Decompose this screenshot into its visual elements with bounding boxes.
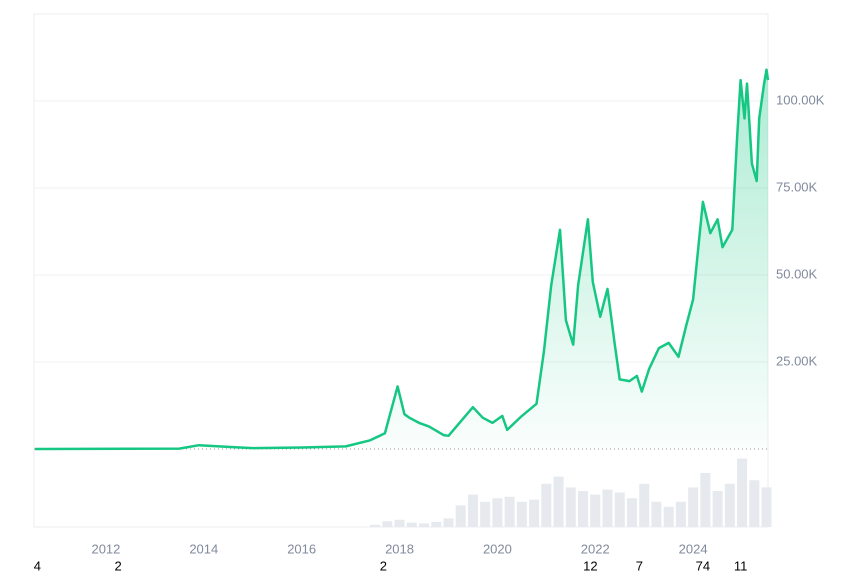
volume-bar xyxy=(724,483,735,527)
event-label: 12 xyxy=(583,558,597,573)
volume-bar xyxy=(712,491,723,527)
x-tick-label: 2020 xyxy=(483,541,512,556)
volume-bar xyxy=(431,521,442,527)
area-fill xyxy=(35,69,768,449)
volume-bar xyxy=(467,494,478,527)
volume-bar xyxy=(590,494,601,527)
volume-bar xyxy=(443,518,454,527)
volume-bar xyxy=(761,487,772,527)
volume-bar xyxy=(370,524,381,527)
volume-bar xyxy=(382,521,393,527)
event-label: 11 xyxy=(734,558,748,573)
price-line xyxy=(34,68,770,451)
event-label: 7 xyxy=(636,558,643,573)
volume-bar xyxy=(553,476,564,527)
x-tick-label: 2012 xyxy=(91,541,120,556)
volume-bar xyxy=(675,501,686,527)
x-tick-label: 2022 xyxy=(581,541,610,556)
volume-bar xyxy=(688,487,699,527)
volume-bar xyxy=(651,501,662,527)
volume-bar xyxy=(626,498,637,527)
volume-bar xyxy=(602,489,613,527)
volume-bar xyxy=(529,499,540,527)
volume-bar xyxy=(504,496,515,527)
y-tick-label: 75.00K xyxy=(776,179,818,194)
volume-bar xyxy=(541,483,552,527)
volume-bar xyxy=(737,458,748,527)
volume-bar xyxy=(639,483,650,527)
volume-bar xyxy=(749,480,760,527)
volume-bar xyxy=(394,519,405,527)
volume-bar xyxy=(418,523,429,527)
plot-frame xyxy=(33,13,769,528)
x-tick-label: 2014 xyxy=(189,541,218,556)
volume-bar xyxy=(700,473,711,527)
volume-bar xyxy=(455,505,466,527)
event-label: 2 xyxy=(380,558,387,573)
x-tick-label: 2024 xyxy=(679,541,708,556)
y-tick-label: 100.00K xyxy=(776,92,825,107)
x-tick-label: 2016 xyxy=(287,541,316,556)
event-label: 2 xyxy=(115,558,122,573)
event-label: 4 xyxy=(34,558,41,573)
volume-bar xyxy=(578,491,589,527)
volume-bar xyxy=(406,522,417,527)
event-label: 74 xyxy=(696,558,710,573)
y-tick-label: 25.00K xyxy=(776,353,818,368)
volume-bar xyxy=(614,492,625,527)
volume-bar xyxy=(516,501,527,527)
volume-bar xyxy=(663,506,674,527)
x-tick-label: 2018 xyxy=(385,541,414,556)
y-tick-label: 50.00K xyxy=(776,266,818,281)
volume-bar xyxy=(480,501,491,527)
volume-bar xyxy=(565,487,576,527)
volume-bar xyxy=(492,498,503,527)
